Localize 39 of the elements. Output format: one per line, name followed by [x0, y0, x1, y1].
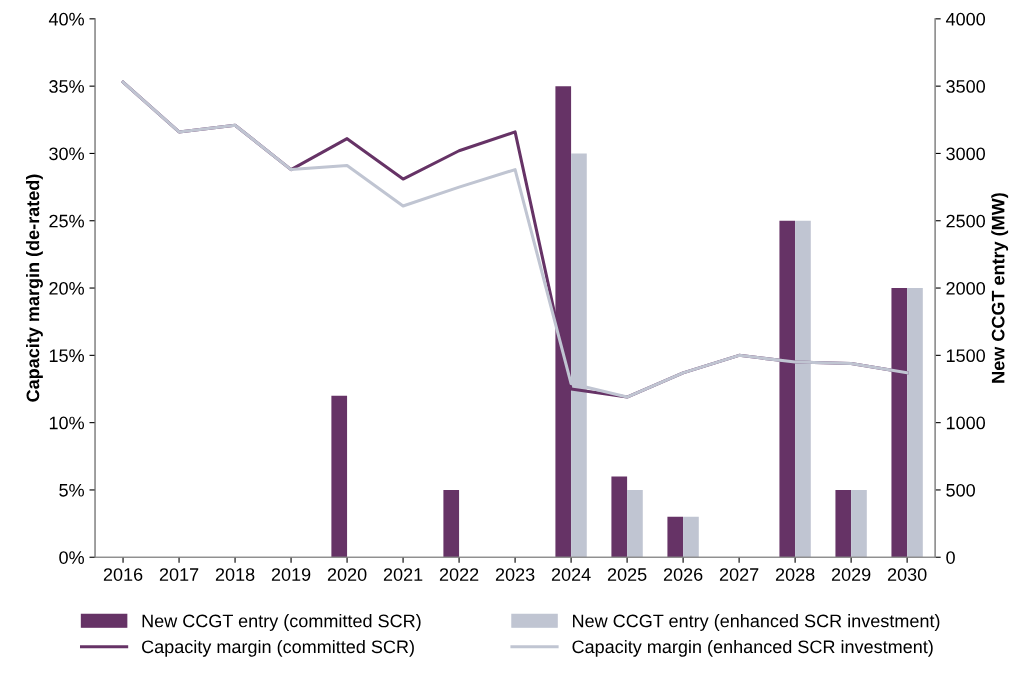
y-tick-label: 15%	[49, 349, 84, 363]
y-tick-label: 20%	[49, 281, 84, 295]
y-axis-title: Capacity margin (de-rated)	[26, 174, 43, 402]
legend-label: Capacity margin (committed SCR)	[142, 639, 414, 657]
y2-tick-label: 2000	[946, 281, 986, 295]
legend-label: New CCGT entry (committed SCR)	[142, 614, 421, 631]
x-tick-label: 2021	[383, 568, 423, 581]
y-tick-label: 0%	[59, 551, 84, 564]
x-tick-label: 2024	[551, 568, 591, 581]
x-tick-label: 2019	[271, 568, 311, 581]
y-tick-label: 10%	[49, 416, 84, 430]
x-tick-label: 2016	[103, 568, 143, 581]
y2-tick-label: 0	[946, 551, 955, 564]
y2-axis-title: New CCGT entry (MW)	[991, 193, 1009, 383]
x-tick-label: 2018	[215, 568, 255, 581]
x-tick-label: 2029	[831, 568, 871, 581]
y2-tick-label: 3000	[946, 147, 986, 161]
y-tick-label: 40%	[48, 12, 84, 26]
y2-tick-label: 3500	[946, 80, 986, 93]
x-tick-label: 2028	[775, 568, 815, 581]
x-tick-label: 2026	[663, 568, 703, 581]
x-tick-label: 2030	[887, 568, 927, 581]
y2-tick-label: 1000	[946, 416, 986, 430]
y2-tick-label: 4000	[945, 12, 986, 26]
y2-tick-label: 1500	[946, 349, 986, 363]
legend-label: Capacity margin (enhanced SCR investment)	[572, 639, 933, 657]
x-tick-label: 2023	[495, 568, 535, 581]
legend-label: New CCGT entry (enhanced SCR investment)	[573, 614, 940, 631]
y-tick-label: 35%	[49, 80, 84, 93]
x-tick-label: 2022	[439, 568, 479, 581]
x-tick-label: 2025	[607, 568, 647, 581]
y-tick-label: 30%	[49, 147, 84, 161]
y2-tick-label: 2500	[946, 214, 986, 228]
y2-tick-label: 500	[946, 483, 975, 497]
x-tick-label: 2020	[327, 568, 367, 581]
x-tick-label: 2017	[159, 568, 199, 581]
y-tick-label: 25%	[49, 214, 84, 228]
x-tick-label: 2027	[719, 568, 759, 581]
y-tick-label: 5%	[59, 483, 84, 497]
